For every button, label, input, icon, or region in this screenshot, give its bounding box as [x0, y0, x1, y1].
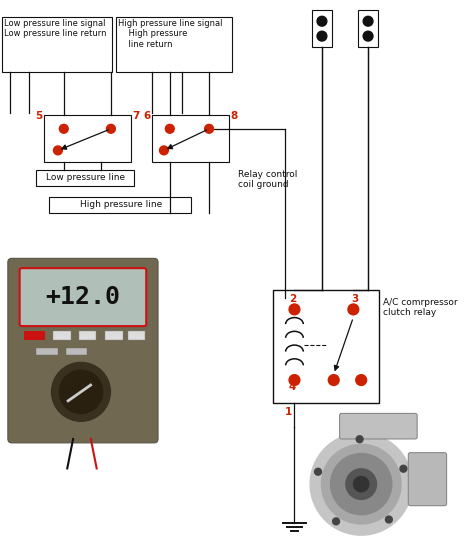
- Text: 1: 1: [285, 407, 292, 417]
- Circle shape: [289, 375, 300, 386]
- Circle shape: [205, 125, 213, 133]
- Circle shape: [363, 31, 373, 41]
- Text: A/C comrpressor
clutch relay: A/C comrpressor clutch relay: [383, 297, 457, 317]
- Text: Low pressure line: Low pressure line: [46, 173, 125, 182]
- FancyBboxPatch shape: [24, 331, 45, 340]
- Circle shape: [330, 454, 392, 515]
- Text: High pressure line signal
    High pressure
    line return: High pressure line signal High pressure …: [118, 19, 222, 49]
- Circle shape: [317, 16, 327, 26]
- FancyBboxPatch shape: [273, 290, 379, 403]
- FancyBboxPatch shape: [36, 170, 135, 186]
- FancyBboxPatch shape: [312, 10, 332, 47]
- FancyBboxPatch shape: [408, 453, 447, 506]
- Circle shape: [400, 465, 407, 472]
- Circle shape: [107, 125, 115, 133]
- Text: 2: 2: [289, 294, 296, 304]
- Text: 7: 7: [133, 111, 140, 121]
- Circle shape: [328, 375, 339, 386]
- Circle shape: [59, 125, 68, 133]
- Circle shape: [356, 375, 366, 386]
- FancyBboxPatch shape: [128, 331, 145, 340]
- Text: 5: 5: [35, 111, 42, 121]
- Circle shape: [289, 304, 300, 315]
- FancyBboxPatch shape: [19, 268, 146, 326]
- FancyBboxPatch shape: [116, 17, 232, 72]
- FancyBboxPatch shape: [8, 258, 158, 443]
- Circle shape: [315, 468, 321, 475]
- Circle shape: [356, 436, 363, 443]
- Circle shape: [333, 518, 339, 525]
- Text: 3: 3: [352, 294, 359, 304]
- Text: +12.0: +12.0: [46, 285, 120, 309]
- Circle shape: [354, 476, 369, 492]
- FancyBboxPatch shape: [66, 348, 87, 355]
- Text: Relay control
coil ground: Relay control coil ground: [237, 170, 297, 189]
- Circle shape: [317, 31, 327, 41]
- FancyBboxPatch shape: [79, 331, 96, 340]
- Text: 6: 6: [143, 111, 150, 121]
- Circle shape: [59, 370, 102, 413]
- FancyBboxPatch shape: [44, 115, 130, 162]
- Circle shape: [363, 16, 373, 26]
- Text: 8: 8: [231, 111, 238, 121]
- FancyBboxPatch shape: [2, 17, 112, 72]
- Circle shape: [165, 125, 174, 133]
- FancyBboxPatch shape: [152, 115, 228, 162]
- Circle shape: [310, 433, 412, 535]
- Text: Low pressure line signal
Low pressure line return: Low pressure line signal Low pressure li…: [4, 19, 107, 38]
- Text: High pressure line: High pressure line: [80, 201, 162, 209]
- Circle shape: [54, 146, 62, 155]
- FancyBboxPatch shape: [358, 10, 378, 47]
- Circle shape: [346, 469, 376, 499]
- Text: 4: 4: [289, 382, 296, 392]
- Circle shape: [321, 444, 401, 524]
- Circle shape: [159, 146, 168, 155]
- Circle shape: [348, 304, 359, 315]
- Circle shape: [385, 516, 392, 523]
- FancyBboxPatch shape: [53, 331, 71, 340]
- FancyBboxPatch shape: [339, 413, 417, 439]
- FancyBboxPatch shape: [49, 197, 191, 213]
- FancyBboxPatch shape: [105, 331, 123, 340]
- Circle shape: [52, 362, 110, 421]
- FancyBboxPatch shape: [36, 348, 58, 355]
